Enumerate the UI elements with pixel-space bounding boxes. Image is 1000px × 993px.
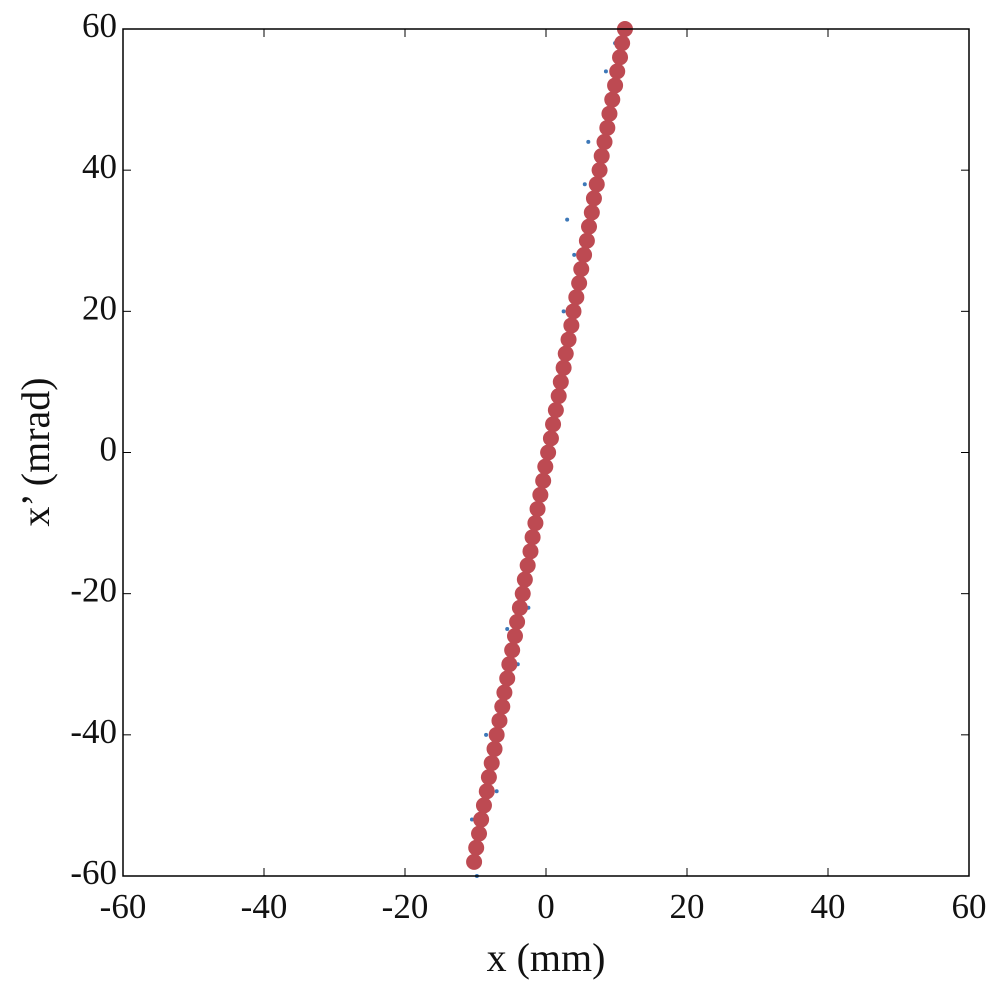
point <box>552 373 569 390</box>
y-tick-label: -60 <box>70 853 117 892</box>
point <box>614 35 631 52</box>
x-tick-label: -40 <box>241 887 288 926</box>
point <box>565 217 570 222</box>
point <box>547 402 564 419</box>
point <box>560 331 577 348</box>
point <box>532 486 549 503</box>
point <box>591 162 608 179</box>
point <box>524 529 541 546</box>
point <box>511 599 528 616</box>
point <box>480 769 497 786</box>
point <box>571 275 588 292</box>
point <box>583 204 600 221</box>
point <box>582 182 587 187</box>
point <box>555 359 572 376</box>
x-tick-label: 40 <box>811 887 846 926</box>
point <box>604 91 621 108</box>
point <box>586 139 591 144</box>
point <box>469 817 474 822</box>
point <box>466 853 483 870</box>
point <box>588 176 605 193</box>
point <box>596 133 613 150</box>
point <box>529 500 546 517</box>
point <box>516 571 533 588</box>
x-axis-label: x (mm) <box>487 935 606 980</box>
y-axis-label: x’ (mrad) <box>13 377 58 526</box>
point <box>607 77 624 94</box>
point <box>565 303 582 320</box>
point <box>494 789 499 794</box>
point <box>478 783 495 800</box>
point <box>585 190 602 207</box>
y-tick-label: 20 <box>82 288 117 327</box>
point <box>468 839 485 856</box>
point <box>561 309 566 314</box>
y-tick-label: -40 <box>70 712 117 751</box>
point <box>488 726 505 743</box>
point <box>557 345 574 362</box>
point <box>506 628 523 645</box>
point <box>535 472 552 489</box>
point <box>471 825 488 842</box>
point <box>505 626 510 631</box>
point <box>509 613 526 630</box>
point <box>568 289 585 306</box>
point <box>519 557 536 574</box>
point <box>599 119 616 136</box>
point <box>514 585 531 602</box>
point <box>563 317 580 334</box>
point <box>504 642 521 659</box>
y-tick-label: -20 <box>70 571 117 610</box>
point <box>576 246 593 263</box>
point <box>578 232 595 249</box>
x-tick-label: 60 <box>952 887 987 926</box>
point <box>603 69 608 74</box>
point <box>581 218 598 235</box>
point <box>494 698 511 715</box>
x-tick-label: -60 <box>100 887 147 926</box>
y-tick-label: 40 <box>82 147 117 186</box>
point <box>612 49 629 66</box>
point <box>573 260 590 277</box>
point <box>483 755 500 772</box>
point <box>501 656 518 673</box>
point <box>550 388 567 405</box>
point <box>572 252 577 257</box>
point <box>527 515 544 532</box>
x-tick-label: 20 <box>670 887 705 926</box>
point <box>499 670 516 687</box>
point <box>486 740 503 757</box>
point <box>475 797 492 814</box>
x-tick-label: 0 <box>537 887 555 926</box>
point <box>542 430 559 447</box>
point <box>609 63 626 80</box>
point <box>540 444 557 461</box>
point <box>537 458 554 475</box>
point <box>593 148 610 165</box>
point <box>522 543 539 560</box>
x-tick-label: -20 <box>382 887 429 926</box>
point <box>601 105 618 122</box>
point <box>473 811 490 828</box>
point <box>496 684 513 701</box>
point <box>484 732 489 737</box>
y-tick-label: 60 <box>82 6 117 45</box>
y-tick-label: 0 <box>100 430 118 469</box>
point <box>545 416 562 433</box>
point <box>491 712 508 729</box>
